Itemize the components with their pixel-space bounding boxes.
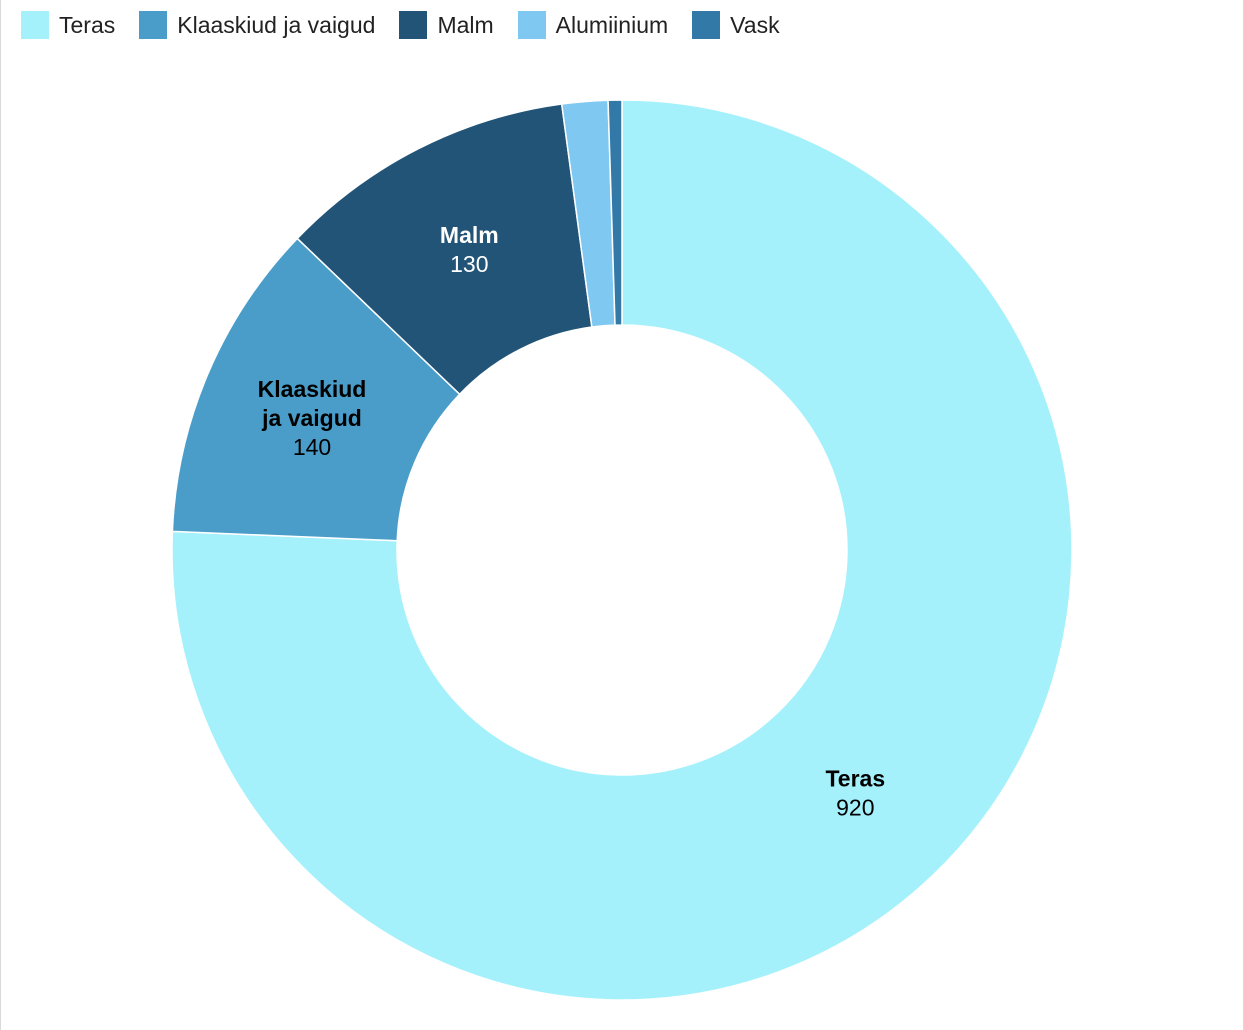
legend-swatch-klaaskiud-ja-vaigud [139,11,168,39]
legend-item-vask[interactable]: Vask [692,11,780,39]
legend-swatch-alumiinium [517,11,546,39]
slice-label-name-line: Klaaskiud [258,376,367,402]
legend-label-teras: Teras [59,11,116,38]
slice-label-klaaskiud-ja-vaigud: Klaaskiud ja vaigud 140 [258,376,367,460]
slice-label-value: 920 [836,795,874,821]
legend-swatch-teras [21,11,49,39]
legend-label-alumiinium: Alumiinium [555,11,669,38]
legend-label-vask: Vask [730,11,780,38]
slice-label-name-line: Teras [825,766,885,792]
donut-slice-vask[interactable] [607,99,623,326]
slice-label-malm: Malm 130 [440,222,499,277]
slice-label-value: 130 [450,251,488,277]
donut-slice-malm[interactable] [296,103,593,396]
legend-label-malm: Malm [437,11,494,38]
slice-label-name-line: Malm [440,222,499,248]
chart-legend: Teras Klaaskiud ja vaigud Malm Alumiiniu… [21,8,804,42]
donut-slice-teras[interactable] [171,99,1073,1001]
slice-label-value: 140 [293,434,331,460]
donut-slice-labels: Teras 920 Klaaskiud ja vaigud 140 Malm 130 [258,222,885,821]
legend-swatch-malm [399,11,428,39]
slice-label-name-line: ja vaigud [261,405,362,431]
legend-swatch-vask [692,11,721,39]
legend-item-teras[interactable]: Teras [21,11,115,39]
donut-slices [171,99,1073,1001]
legend-label-klaaskiud-ja-vaigud: Klaaskiud ja vaigud [177,11,376,38]
legend-item-alumiinium[interactable]: Alumiinium [517,11,669,39]
donut-slice-klaaskiud-ja-vaigud[interactable] [171,237,461,542]
legend-item-malm[interactable]: Malm [399,11,494,39]
legend-item-klaaskiud-ja-vaigud[interactable]: Klaaskiud ja vaigud [139,11,375,39]
slice-label-teras: Teras 920 [825,766,885,821]
